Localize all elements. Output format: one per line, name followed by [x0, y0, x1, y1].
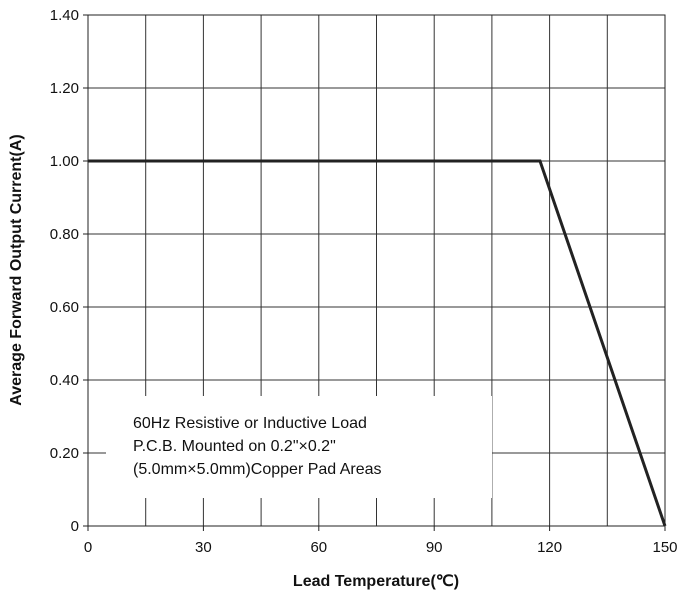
- y-tick-label: 1.00: [50, 153, 79, 170]
- y-axis-title: Average Forward Output Current(A): [8, 134, 25, 405]
- annotation-line-2: P.C.B. Mounted on 0.2"×0.2": [133, 438, 336, 455]
- x-tick-label: 150: [652, 539, 677, 556]
- y-tick-label: 0.40: [50, 372, 79, 389]
- x-tick-label: 120: [537, 539, 562, 556]
- y-tick-label: 0: [71, 518, 79, 535]
- y-tick-label: 1.20: [50, 80, 79, 97]
- x-tick-label: 30: [195, 539, 212, 556]
- x-tick-label: 60: [310, 539, 327, 556]
- tick-labels: 0 30 60 90 120 150 0 0.20 0.40 0.60 0.80 1.00 1.20 1.…: [50, 7, 678, 556]
- series-layer: [88, 159, 667, 527]
- y-tick-label: 1.40: [50, 7, 79, 24]
- y-tick-label: 0.80: [50, 226, 79, 243]
- annotation-line-3: (5.0mm×5.0mm)Copper Pad Areas: [133, 461, 382, 478]
- x-axis-title: Lead Temperature(℃): [293, 573, 459, 590]
- derating-curve: [88, 159, 667, 527]
- x-tick-label: 90: [426, 539, 443, 556]
- plot-frame: [87, 14, 666, 527]
- y-tick-label: 0.20: [50, 445, 79, 462]
- annotation-line-1: 60Hz Resistive or Inductive Load: [133, 415, 367, 432]
- annotation-background: [106, 396, 492, 498]
- x-tick-label: 0: [84, 539, 92, 556]
- y-tick-label: 0.60: [50, 299, 79, 316]
